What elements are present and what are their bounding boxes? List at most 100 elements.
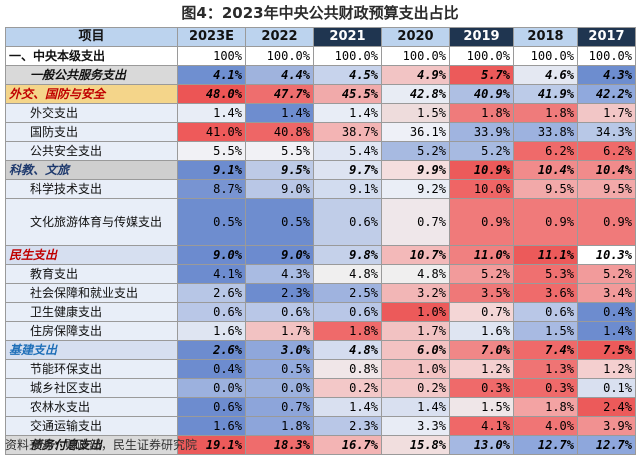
value-cell: 7.0%: [449, 340, 514, 360]
value-cell: 41.9%: [513, 84, 578, 104]
value-cell: 1.4%: [177, 103, 246, 123]
table-body: 一、中央本级支出 100% 100.0% 100.0% 100.0% 100.0% 100.…: [5, 46, 636, 455]
value-cell: 5.2%: [449, 264, 514, 284]
table-row: 文化旅游体育与传媒支出 0.5% 0.5% 0.6% 0.7% 0.9% 0.9% 0.9%: [5, 198, 636, 246]
value-cell: 4.8%: [313, 340, 382, 360]
table-row: 一般公共服务支出 4.1% 4.4% 4.5% 4.9% 5.7% 4.6% 4.3%: [5, 65, 636, 85]
value-cell: 4.1%: [177, 264, 246, 284]
table-row: 住房保障支出 1.6% 1.7% 1.8% 1.7% 1.6% 1.5% 1.4%: [5, 321, 636, 341]
value-cell: 0.2%: [313, 378, 382, 398]
row-label: 节能环保支出: [5, 359, 178, 379]
table-row: 卫生健康支出 0.6% 0.6% 0.6% 1.0% 0.7% 0.6% 0.4%: [5, 302, 636, 322]
row-label: 科学技术支出: [5, 179, 178, 199]
value-cell: 5.2%: [381, 141, 450, 161]
value-cell: 10.9%: [449, 160, 514, 180]
value-cell: 3.2%: [381, 283, 450, 303]
value-cell: 5.2%: [577, 264, 636, 284]
value-cell: 0.4%: [177, 359, 246, 379]
value-cell: 4.1%: [177, 65, 246, 85]
value-cell: 38.7%: [313, 122, 382, 142]
value-cell: 10.7%: [381, 245, 450, 265]
value-cell: 40.8%: [245, 122, 314, 142]
value-cell: 100.0%: [513, 46, 578, 66]
header-year: 2019: [449, 27, 514, 47]
value-cell: 7.4%: [513, 340, 578, 360]
value-cell: 100%: [177, 46, 246, 66]
value-cell: 0.1%: [577, 378, 636, 398]
value-cell: 3.5%: [449, 283, 514, 303]
value-cell: 0.6%: [313, 198, 382, 246]
value-cell: 1.0%: [381, 359, 450, 379]
value-cell: 1.3%: [513, 359, 578, 379]
row-label: 农林水支出: [5, 397, 178, 417]
value-cell: 1.2%: [449, 359, 514, 379]
value-cell: 9.0%: [245, 245, 314, 265]
value-cell: 13.0%: [449, 435, 514, 455]
row-label: 基建支出: [5, 340, 178, 360]
value-cell: 5.4%: [313, 141, 382, 161]
table-row: 农林水支出 0.6% 0.7% 1.4% 1.4% 1.5% 1.8% 2.4%: [5, 397, 636, 417]
value-cell: 0.8%: [313, 359, 382, 379]
value-cell: 1.0%: [381, 302, 450, 322]
value-cell: 0.3%: [513, 378, 578, 398]
value-cell: 9.9%: [381, 160, 450, 180]
value-cell: 0.6%: [177, 397, 246, 417]
value-cell: 1.6%: [177, 321, 246, 341]
value-cell: 36.1%: [381, 122, 450, 142]
value-cell: 9.1%: [177, 160, 246, 180]
value-cell: 4.3%: [577, 65, 636, 85]
value-cell: 10.4%: [513, 160, 578, 180]
value-cell: 2.6%: [177, 283, 246, 303]
value-cell: 0.9%: [513, 198, 578, 246]
value-cell: 1.2%: [577, 359, 636, 379]
value-cell: 0.5%: [177, 198, 246, 246]
value-cell: 45.5%: [313, 84, 382, 104]
value-cell: 9.8%: [313, 245, 382, 265]
row-label: 债务付息支出: [5, 435, 178, 455]
value-cell: 1.7%: [245, 321, 314, 341]
value-cell: 40.9%: [449, 84, 514, 104]
value-cell: 0.6%: [245, 302, 314, 322]
value-cell: 33.8%: [513, 122, 578, 142]
value-cell: 34.3%: [577, 122, 636, 142]
value-cell: 1.7%: [577, 103, 636, 123]
value-cell: 1.8%: [245, 416, 314, 436]
value-cell: 1.7%: [381, 321, 450, 341]
value-cell: 4.0%: [513, 416, 578, 436]
value-cell: 0.6%: [313, 302, 382, 322]
row-label: 文化旅游体育与传媒支出: [5, 198, 178, 246]
row-label: 一般公共服务支出: [5, 65, 178, 85]
value-cell: 100.0%: [381, 46, 450, 66]
value-cell: 1.4%: [313, 103, 382, 123]
value-cell: 100.0%: [245, 46, 314, 66]
value-cell: 0.3%: [449, 378, 514, 398]
value-cell: 11.0%: [449, 245, 514, 265]
value-cell: 9.2%: [381, 179, 450, 199]
row-label: 交通运输支出: [5, 416, 178, 436]
header-year: 2023E: [177, 27, 246, 47]
value-cell: 3.6%: [513, 283, 578, 303]
value-cell: 0.9%: [577, 198, 636, 246]
value-cell: 2.3%: [313, 416, 382, 436]
value-cell: 2.5%: [313, 283, 382, 303]
header-item: 项目: [5, 27, 178, 47]
value-cell: 1.4%: [245, 103, 314, 123]
value-cell: 48.0%: [177, 84, 246, 104]
value-cell: 10.3%: [577, 245, 636, 265]
value-cell: 9.5%: [577, 179, 636, 199]
value-cell: 0.4%: [577, 302, 636, 322]
table-row: 节能环保支出 0.4% 0.5% 0.8% 1.0% 1.2% 1.3% 1.2%: [5, 359, 636, 379]
value-cell: 1.4%: [381, 397, 450, 417]
value-cell: 9.5%: [513, 179, 578, 199]
header-year: 2017: [577, 27, 636, 47]
header-year: 2018: [513, 27, 578, 47]
value-cell: 9.0%: [177, 245, 246, 265]
value-cell: 9.7%: [313, 160, 382, 180]
value-cell: 5.7%: [449, 65, 514, 85]
value-cell: 1.6%: [449, 321, 514, 341]
value-cell: 1.8%: [513, 103, 578, 123]
value-cell: 3.4%: [577, 283, 636, 303]
table-row: 外交支出 1.4% 1.4% 1.4% 1.5% 1.8% 1.8% 1.7%: [5, 103, 636, 123]
value-cell: 0.6%: [513, 302, 578, 322]
value-cell: 100.0%: [313, 46, 382, 66]
